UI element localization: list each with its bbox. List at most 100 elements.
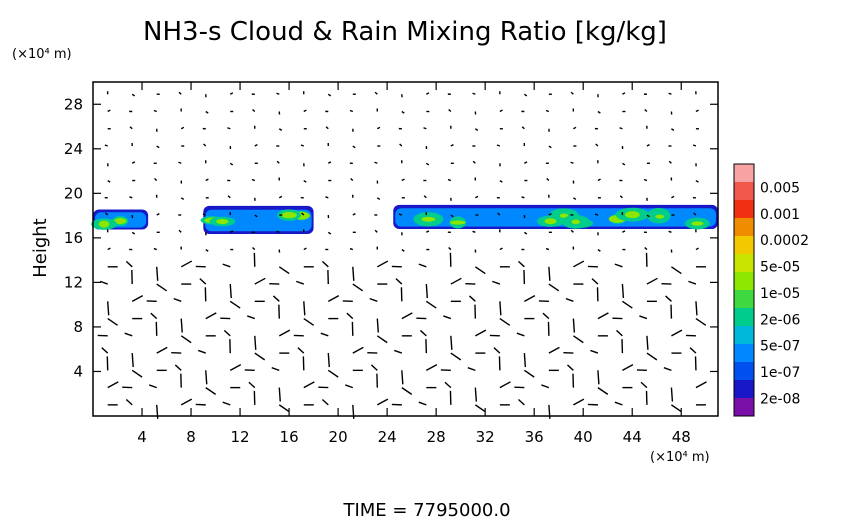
wind-vector <box>205 312 217 320</box>
x-tick-label: 28 <box>427 428 446 446</box>
wind-vector <box>497 212 501 216</box>
wind-vector <box>205 110 209 114</box>
wind-vector <box>197 349 206 354</box>
wind-vector <box>467 367 476 372</box>
wind-vector <box>278 404 290 413</box>
wind-vector <box>376 335 388 344</box>
y-tick-label: 24 <box>64 140 83 158</box>
wind-vector <box>178 229 182 233</box>
cloud-core <box>281 211 297 219</box>
wind-vector <box>444 381 452 389</box>
y-tick-label: 8 <box>73 318 83 336</box>
wind-vector <box>199 278 207 285</box>
wind-vector <box>401 178 405 182</box>
wind-vector <box>327 93 332 97</box>
wind-vector <box>276 92 280 95</box>
wind-vector <box>425 284 429 299</box>
wind-vector <box>646 214 650 218</box>
wind-vector <box>156 266 159 281</box>
cloud-core <box>655 214 665 219</box>
wind-vector <box>325 126 329 130</box>
wind-vector <box>668 92 672 95</box>
wind-vector <box>222 263 231 268</box>
wind-vector <box>565 297 574 302</box>
wind-vector <box>125 398 133 406</box>
wind-vector <box>597 110 601 114</box>
colorbar-swatch <box>734 236 754 254</box>
wind-vector <box>695 301 698 316</box>
wind-vector <box>614 401 623 406</box>
wind-vector <box>301 212 305 216</box>
wind-vector <box>376 197 381 201</box>
wind-vector <box>374 161 378 164</box>
wind-vector <box>223 329 231 337</box>
wind-vector <box>597 248 601 252</box>
colorbar-swatch <box>734 380 754 398</box>
wind-vector <box>395 278 403 285</box>
plot-area <box>91 91 718 419</box>
wind-vector <box>622 230 626 233</box>
wind-vector <box>545 109 550 113</box>
x-tick-label: 8 <box>186 428 196 446</box>
wind-vector <box>616 329 623 337</box>
wind-vector <box>499 381 511 389</box>
wind-vector <box>671 329 683 337</box>
wind-vector <box>205 178 209 182</box>
wind-vector <box>174 364 182 371</box>
wind-vector <box>570 91 574 95</box>
wind-vector <box>595 143 599 147</box>
wind-vector <box>107 318 119 326</box>
wind-vector <box>423 195 427 199</box>
cloud-core <box>113 218 127 225</box>
wind-vector <box>545 247 550 251</box>
cloud-core <box>571 219 580 225</box>
wind-vector <box>150 312 158 320</box>
wind-vector <box>156 283 168 292</box>
wind-vector <box>523 353 527 368</box>
y-axis: 4 8 12 16 20 24 28 <box>64 95 718 380</box>
wind-vector <box>107 381 119 389</box>
wind-vector <box>227 195 231 199</box>
wind-vector <box>474 387 478 402</box>
wind-vector <box>401 248 405 252</box>
wind-vector <box>376 318 380 333</box>
y-tick-label: 4 <box>73 362 83 380</box>
wind-vector <box>597 387 609 395</box>
x-tick-label: 4 <box>137 428 147 446</box>
wind-vector <box>99 280 108 285</box>
wind-vector <box>524 161 528 164</box>
x-tick-label: 16 <box>280 428 299 446</box>
wind-vector <box>349 109 354 113</box>
wind-vector <box>254 143 258 147</box>
wind-vector <box>472 230 476 233</box>
colorbar-swatch <box>734 218 754 236</box>
colorbar-swatch <box>734 308 754 326</box>
wind-vector <box>352 212 356 216</box>
cloud-core <box>450 220 466 225</box>
wind-vector <box>131 161 136 164</box>
wind-vectors <box>97 91 707 419</box>
wind-vector <box>695 381 707 389</box>
wind-vector <box>154 177 158 182</box>
wind-vector <box>518 260 525 268</box>
wind-vector <box>352 283 364 292</box>
wind-vector <box>180 197 185 201</box>
wind-vector <box>518 398 525 406</box>
wind-vector <box>668 230 672 233</box>
wind-vector <box>622 300 633 309</box>
cloud-core <box>216 218 229 225</box>
wind-vector <box>474 404 486 413</box>
wind-vector <box>493 347 501 354</box>
wind-vector <box>572 335 584 344</box>
colorbar-swatch <box>734 326 754 344</box>
wind-vector <box>278 195 283 199</box>
wind-vector <box>695 179 699 183</box>
wind-vector <box>327 231 332 235</box>
wind-vector <box>516 332 525 337</box>
wind-vector <box>499 318 511 326</box>
cloud-core <box>559 213 569 219</box>
wind-vector <box>671 128 675 132</box>
wind-vector <box>499 109 503 113</box>
wind-vector <box>203 143 207 147</box>
